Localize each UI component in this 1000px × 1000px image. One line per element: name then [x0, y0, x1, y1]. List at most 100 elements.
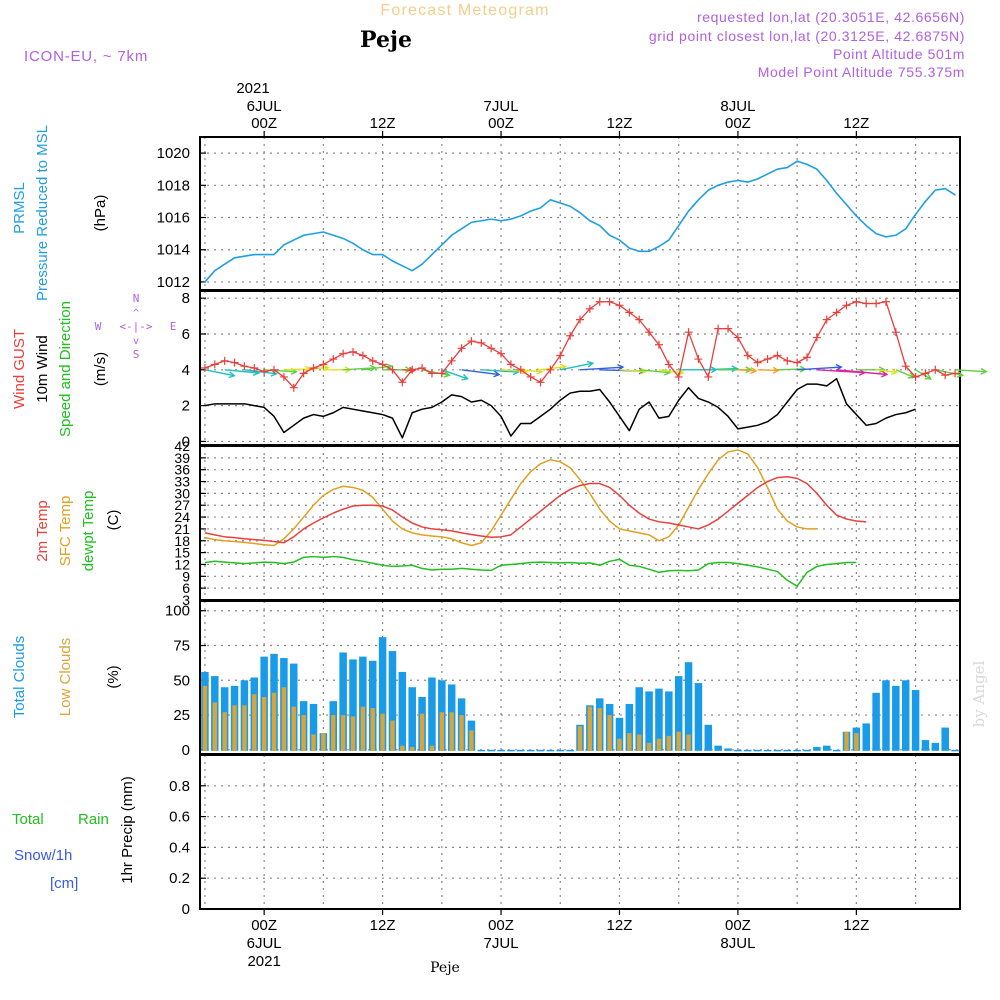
- prmsl-point: [451, 234, 453, 236]
- y-tick-label: 24: [174, 509, 190, 525]
- prmsl-point: [500, 220, 502, 222]
- series-wind-gust: [204, 301, 956, 389]
- compass-east: E: [170, 320, 177, 333]
- gust-marker: [418, 364, 427, 372]
- prmsl-point: [924, 200, 927, 203]
- total-cloud-bar: [368, 660, 377, 751]
- total-cloud-bar: [309, 703, 318, 751]
- low-cloud-bar: [617, 738, 622, 751]
- panel-pressure: 1012 1014 1016 1018 1020: [157, 136, 961, 291]
- total-cloud-bar: [556, 749, 565, 752]
- gust-marker: [694, 355, 703, 364]
- prmsl-point: [233, 257, 236, 259]
- low-cloud-bar: [627, 733, 632, 751]
- total-cloud-bar: [526, 749, 535, 752]
- prmsl-point: [539, 207, 542, 209]
- wind-vector-arrow: [935, 369, 963, 377]
- gust-marker: [467, 337, 476, 346]
- prmsl-point: [480, 220, 482, 222]
- temp-sfc-label: SFC Temp: [57, 496, 74, 567]
- wind-vector-head: [270, 369, 278, 377]
- gust-marker: [763, 355, 772, 364]
- gust-marker: [358, 351, 367, 360]
- prmsl-point: [569, 205, 571, 207]
- low-cloud-bar: [686, 734, 691, 751]
- y-tick-label: 12: [174, 556, 190, 572]
- gust-marker: [299, 369, 308, 378]
- compass-up-arrow: ^: [133, 308, 139, 319]
- total-cloud-bar: [941, 727, 949, 751]
- total-cloud-bar: [517, 749, 525, 752]
- top-hour-label: 00Z: [725, 115, 751, 132]
- gust-marker: [546, 365, 555, 374]
- wind-vector-arrow: [658, 369, 684, 374]
- low-cloud-bar: [340, 715, 346, 751]
- wind-vector-arrow: [639, 369, 670, 374]
- gust-marker: [822, 315, 831, 324]
- prmsl-point: [658, 245, 660, 248]
- pressure-label-msl: Pressure Reduced to MSL: [34, 125, 51, 301]
- prmsl-point: [530, 210, 532, 212]
- prmsl-point: [243, 255, 246, 257]
- total-cloud-bar: [901, 680, 910, 751]
- prmsl-point: [431, 253, 433, 256]
- wind-vector-head: [750, 367, 758, 375]
- total-cloud-bar: [566, 749, 574, 752]
- model-label: ICON-EU, ~ 7km: [24, 48, 148, 65]
- gust-marker: [901, 362, 910, 371]
- top-hour-label: 00Z: [488, 115, 514, 132]
- gust-marker: [279, 372, 288, 381]
- low-cloud-bar: [637, 734, 642, 751]
- gust-marker: [289, 383, 298, 392]
- prmsl-point: [885, 236, 887, 238]
- gust-marker: [832, 308, 841, 317]
- total-cloud-bar: [635, 687, 643, 751]
- gust-marker: [270, 365, 279, 374]
- gust-marker: [881, 297, 890, 306]
- total-cloud-bar: [408, 687, 416, 751]
- total-cloud-bar: [349, 659, 357, 751]
- prmsl-point: [796, 160, 798, 162]
- total-cloud-bar: [793, 749, 801, 752]
- prmsl-point: [391, 260, 394, 262]
- gust-marker: [526, 372, 535, 381]
- gust-marker: [891, 328, 900, 337]
- panel-frame: [199, 754, 961, 910]
- gust-marker: [210, 360, 219, 369]
- wind-vector-head: [878, 366, 886, 374]
- wind-vector-arrow: [343, 367, 376, 371]
- total-cloud-bar: [882, 680, 890, 751]
- series-prmsl: [204, 160, 956, 283]
- prmsl-point: [470, 221, 473, 223]
- cloud-low-label: Low Clouds: [57, 638, 74, 716]
- total-cloud-bar: [714, 745, 722, 751]
- gust-marker: [605, 297, 614, 306]
- low-cloud-bar: [854, 733, 859, 751]
- prmsl-point: [786, 167, 788, 169]
- prmsl-point: [707, 189, 709, 191]
- prmsl-point: [737, 179, 739, 182]
- low-cloud-bar: [242, 705, 247, 751]
- gust-marker: [862, 299, 871, 308]
- gust-marker: [506, 360, 515, 369]
- top-date-label: 6JUL: [247, 98, 282, 115]
- bottom-year-label: 2021: [247, 953, 280, 970]
- prmsl-point: [312, 233, 315, 235]
- low-cloud-bar: [577, 726, 583, 751]
- compass-cross: <-|->: [119, 320, 152, 333]
- gust-marker: [812, 333, 821, 342]
- wind-vector-head: [835, 363, 843, 371]
- low-cloud-bar: [321, 733, 326, 751]
- gust-marker: [931, 365, 940, 374]
- wind-vector-arrow: [461, 369, 500, 376]
- gust-marker: [516, 365, 525, 374]
- prmsl-point: [599, 224, 601, 227]
- wind-vector-arrow: [204, 369, 235, 377]
- gust-marker: [585, 304, 594, 313]
- gust-marker: [339, 349, 348, 358]
- y-tick-label: 6: [182, 580, 190, 596]
- total-cloud-bar: [674, 676, 683, 751]
- total-cloud-bar: [803, 749, 811, 752]
- low-cloud-bar: [439, 712, 444, 751]
- watermark: by Angel: [970, 660, 988, 727]
